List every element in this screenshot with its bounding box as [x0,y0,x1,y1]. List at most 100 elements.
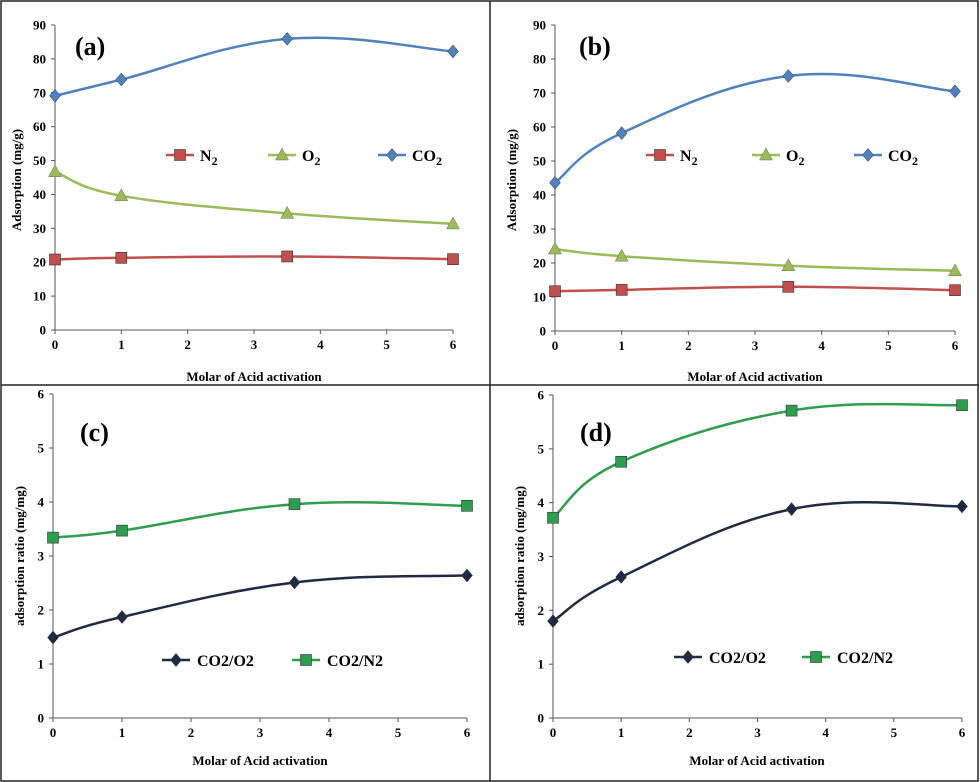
chart-d-y-tick-label: 4 [538,495,545,510]
chart-b-point-n2 [782,280,795,293]
chart-d-point-co2-n2 [785,404,798,417]
chart-d-point-co2-o2 [547,614,559,628]
chart-b-legend-marker-co2 [862,148,874,162]
chart-a-x-tick-label: 5 [383,337,390,352]
chart-d-x-tick-label: 5 [891,725,898,740]
chart-d-legend-marker-co2-o2 [682,650,694,664]
chart-a-x-tick-label: 6 [450,337,457,352]
panel-label-b: (b) [579,32,611,61]
chart-a-point-co2 [49,88,61,103]
chart-b-y-tick-label: 50 [533,154,546,169]
chart-c-y-tick-label: 1 [38,657,45,672]
chart-d-point-co2-n2 [956,399,968,412]
chart-b-series-line-n2 [554,285,956,293]
chart-a-point-o2 [114,188,129,202]
chart-c-x-tick-label: 2 [188,725,195,740]
chart-a-point-n2 [49,253,61,266]
chart-c: (c) adsorption ratio (mg/mg) Molar of Ac… [12,387,473,768]
chart-c-x-tick-label: 3 [257,725,264,740]
chart-b-y-tick-label: 30 [533,222,546,237]
chart-d-point-co2-n2 [615,455,627,468]
chart-a-legend-marker-n2 [174,149,186,161]
panel-label-a: (a) [75,32,105,61]
chart-b-y-tick-label: 0 [540,324,547,339]
chart-d-y-tick-label: 1 [538,657,545,672]
chart-a-series-line-o2 [54,170,454,226]
chart-a-y-tick-label: 60 [33,119,46,134]
chart-c-y-tick-label: 5 [38,441,45,456]
chart-d-series-line-co2-n2 [552,402,963,519]
chart-a-y-tick-label: 10 [33,289,46,304]
chart-a: (a) Adsorption (mg/g) Molar of Acid acti… [9,18,460,384]
chart-b-x-tick-label: 6 [952,338,959,353]
chart-a-y-tick-label: 20 [33,255,46,270]
chart-d-x-tick-label: 3 [754,725,761,740]
chart-b-legend-label-o2: O2 [786,148,804,168]
chart-c-point-co2-o2 [288,575,301,590]
chart-c-x-tick-label: 1 [119,725,126,740]
chart-b-point-o2 [614,248,629,262]
chart-d-ylabel: adsorption ratio (mg/mg) [512,486,527,626]
chart-a-series-line-n2 [54,255,454,261]
chart-d-xlabel: Molar of Acid activation [689,753,825,768]
chart-c-point-co2-o2 [116,610,128,624]
chart-d-series-line-co2-o2 [552,500,963,623]
chart-d-x-tick-label: 0 [550,725,557,740]
chart-b-point-n2 [615,284,628,296]
chart-b-legend-label-co2: CO2 [888,148,918,168]
chart-a-legend-marker-o2 [275,147,289,161]
chart-b: (b) Adsorption (mg/g) Molar of Acid acti… [504,18,962,384]
chart-d-legend-label-co2-n2: CO2/N2 [837,650,893,667]
chart-a-y-tick-label: 70 [33,85,46,100]
chart-b-y-tick-label: 20 [533,256,546,271]
chart-a-point-co2 [115,72,128,87]
panel-label-c: (c) [80,418,109,447]
chart-c-x-tick-label: 4 [326,725,333,740]
chart-a-point-o2 [280,206,295,219]
chart-c-y-tick-label: 4 [38,495,45,510]
chart-d-y-tick-label: 5 [538,441,545,456]
chart-b-x-tick-label: 1 [618,338,625,353]
chart-b-y-tick-label: 40 [533,188,546,203]
chart-c-point-co2-n2 [116,524,128,537]
chart-d-y-tick-label: 0 [538,711,545,726]
chart-d-y-tick-label: 6 [538,388,545,403]
chart-a-point-o2 [48,164,62,177]
chart-a-y-tick-label: 40 [33,187,46,202]
chart-d-legend-marker-co2-n2 [810,651,822,663]
chart-b-y-tick-label: 80 [533,52,546,67]
chart-a-x-tick-label: 4 [317,337,324,352]
chart-c-x-tick-label: 0 [50,725,57,740]
chart-c-series-line-co2-o2 [52,574,468,639]
chart-c-x-tick-label: 5 [395,725,402,740]
chart-a-legend-marker-co2 [386,148,398,162]
chart-c-xlabel: Molar of Acid activation [192,753,328,768]
chart-d-point-co2-n2 [547,511,559,524]
chart-c-point-co2-n2 [288,498,301,510]
chart-b-legend-marker-n2 [654,149,666,161]
chart-d-x-tick-label: 4 [822,725,829,740]
chart-a-x-tick-label: 3 [251,337,258,352]
chart-a-legend-label-co2: CO2 [412,148,442,168]
chart-a-xlabel: Molar of Acid activation [186,369,322,384]
chart-a-point-o2 [446,216,460,230]
chart-c-legend-marker-co2-n2 [300,654,312,666]
chart-c-legend-marker-co2-o2 [170,653,182,667]
chart-a-x-tick-label: 1 [118,337,125,352]
chart-b-ylabel: Adsorption (mg/g) [504,129,519,231]
panel-label-d: (d) [580,418,612,447]
chart-b-y-tick-label: 90 [533,18,546,33]
chart-d-legend-label-co2-o2: CO2/O2 [709,650,766,667]
chart-a-y-tick-label: 30 [33,221,46,236]
chart-a-legend-label-o2: O2 [302,148,320,168]
chart-c-y-tick-label: 3 [38,549,45,564]
chart-c-x-tick-label: 6 [464,725,471,740]
chart-b-x-tick-label: 4 [818,338,825,353]
chart-b-x-tick-label: 5 [885,338,892,353]
chart-c-y-tick-label: 2 [38,603,45,618]
chart-c-legend-label-co2-n2: CO2/N2 [327,653,383,670]
chart-d-x-tick-label: 6 [959,725,966,740]
chart-b-point-co2 [549,175,561,190]
chart-b-series-line-o2 [554,247,956,273]
